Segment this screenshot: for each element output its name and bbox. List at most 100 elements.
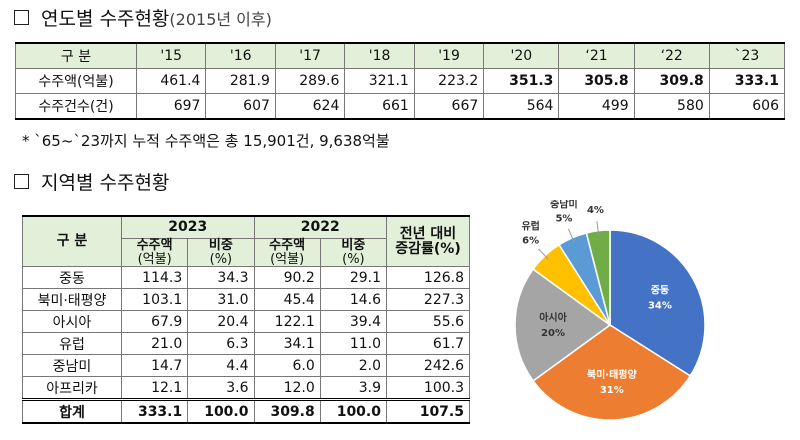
cell: 21.0 <box>120 332 189 356</box>
header-cell: 구 분 <box>22 215 122 268</box>
pie-slice <box>532 324 692 421</box>
heading-note: (2015년 이후) <box>169 9 272 29</box>
cell: 100.3 <box>386 376 470 401</box>
cell: 39.4 <box>319 310 388 334</box>
cell: 유럽 <box>22 332 122 356</box>
cell: 12.0 <box>253 376 321 401</box>
header-row: 구 분 '15'16'17'18'19'20 ‘21 ‘22 `23 <box>15 42 786 69</box>
cell: 수주액(억불) <box>15 68 137 94</box>
slice-label: 유럽 <box>521 220 539 233</box>
heading-text: 연도별 수주현황 <box>41 8 170 30</box>
header-text: (억불) <box>270 251 305 267</box>
slice-value: 34% <box>648 301 672 312</box>
subheader-row: 수주액 (억불) 비중 (%) 수주액 (억불) 비중 (%) <box>23 237 470 268</box>
row: 중남미 14.7 4.4 6.0 2.0 242.6 <box>22 354 470 378</box>
pie-chart: 중동 34% 북미·태평양 31% 아시아 20% 유럽 6% 중남미 5% 아프리카 4% <box>514 200 706 421</box>
cell: 333.1 <box>708 68 786 94</box>
cell: 606 <box>708 93 786 120</box>
cell: 309.8 <box>633 68 710 94</box>
cell: 223.2 <box>413 68 485 94</box>
header-text: 수주액 <box>269 238 306 253</box>
header-cell: `23 <box>708 42 786 69</box>
row: 유럽 21.0 6.3 34.1 11.0 61.7 <box>22 332 470 356</box>
cell: 564 <box>483 93 560 120</box>
cell: 281.9 <box>205 68 276 94</box>
cell: 107.5 <box>386 398 470 424</box>
cell: 67.9 <box>120 310 189 334</box>
cell: 14.6 <box>319 288 388 312</box>
cell: 103.1 <box>120 288 189 312</box>
slice-label: 아프리카 <box>577 200 615 202</box>
header-cell: 수주액 (억불) <box>120 237 189 268</box>
header-cell: '18 <box>344 42 415 69</box>
cell: 305.8 <box>558 68 635 94</box>
cell: 6.0 <box>253 354 321 378</box>
slice-label: 중남미 <box>550 200 578 211</box>
cell: 227.3 <box>386 288 470 312</box>
slice-value: 31% <box>600 385 624 396</box>
cell: 309.8 <box>253 398 321 424</box>
cell: 122.1 <box>253 310 321 334</box>
cell: 31.0 <box>187 288 255 312</box>
header-text: 수주액 <box>136 238 173 253</box>
cell: 661 <box>344 93 415 120</box>
cell: 289.6 <box>274 68 346 94</box>
header-cell: '15 <box>135 42 207 69</box>
cell: 북미·태평양 <box>22 288 122 312</box>
cell: 321.1 <box>344 68 415 94</box>
slice-label: 중동 <box>651 285 669 297</box>
cell: 수주건수(건) <box>15 93 137 120</box>
cell: 580 <box>633 93 710 120</box>
cell: 6.3 <box>187 332 255 356</box>
cell: 34.3 <box>187 266 255 290</box>
slice-value: 20% <box>541 328 565 339</box>
cell: 61.7 <box>386 332 470 356</box>
cell: 126.8 <box>386 266 470 290</box>
leader-line <box>596 221 600 236</box>
row: 수주액(억불) 461.4 281.9 289.6 321.1 223.2 351.3 305… <box>15 68 786 94</box>
cell: 4.4 <box>187 354 255 378</box>
header-cell: 2022 <box>253 215 387 239</box>
row: 합계 333.1 100.0 309.8 100.0 107.5 <box>22 398 470 424</box>
cell: 중남미 <box>22 354 122 378</box>
slice-value: 4% <box>587 205 604 216</box>
note: * `65~`23까지 누적 수주액은 총 15,901건, 9,638억불 <box>22 132 390 150</box>
cell: 697 <box>135 93 207 120</box>
cell: 3.9 <box>319 376 388 401</box>
header-cell: 비중 (%) <box>187 237 255 268</box>
pie-slice <box>514 268 612 382</box>
row: 아프리카 12.1 3.6 12.0 3.9 100.3 <box>22 376 470 401</box>
cell: 중동 <box>22 266 122 290</box>
cell: 34.1 <box>253 332 321 356</box>
cell: 100.0 <box>187 398 255 424</box>
cell: 14.7 <box>120 354 189 378</box>
header-cell: 구 분 <box>15 42 137 69</box>
header-cell: 수주액 (억불) <box>253 237 321 268</box>
header-cell: '16 <box>205 42 276 69</box>
cell: 351.3 <box>483 68 560 94</box>
header-text: 전년 대비 <box>399 225 457 242</box>
cell: 아프리카 <box>22 376 122 401</box>
heading: 지역별 수주현황 <box>14 168 169 195</box>
region-table: 구 분 2023 2022 전년 대비 증감률(%) 수주액 (억불) 비중 (%) 수주액 (억불… <box>22 215 470 425</box>
header-cell: '20 <box>483 42 560 69</box>
header-text: 비중 <box>341 238 366 253</box>
row: 중동 114.3 34.3 90.2 29.1 126.8 <box>22 266 470 290</box>
yearly-table: 구 분 '15'16'17'18'19'20 ‘21 ‘22 `23 수주액(억불) 461… <box>15 42 786 120</box>
header-cell: ‘22 <box>633 42 710 69</box>
heading-text: 지역별 수주현황 <box>41 172 170 194</box>
cell: 20.4 <box>187 310 255 334</box>
header-text: 증감률(%) <box>395 240 461 257</box>
cell: 499 <box>558 93 635 120</box>
cell: 합계 <box>22 398 122 424</box>
header-text: (%) <box>209 251 233 267</box>
header-cell: '17 <box>274 42 346 69</box>
heading: 연도별 수주현황 (2015년 이후) <box>14 4 272 31</box>
header-text: (%) <box>342 251 365 267</box>
cell: 667 <box>413 93 485 120</box>
header-cell: 전년 대비 증감률(%) <box>386 215 470 268</box>
cell: 100.0 <box>319 398 388 424</box>
cell: 624 <box>274 93 346 120</box>
cell: 55.6 <box>386 310 470 334</box>
